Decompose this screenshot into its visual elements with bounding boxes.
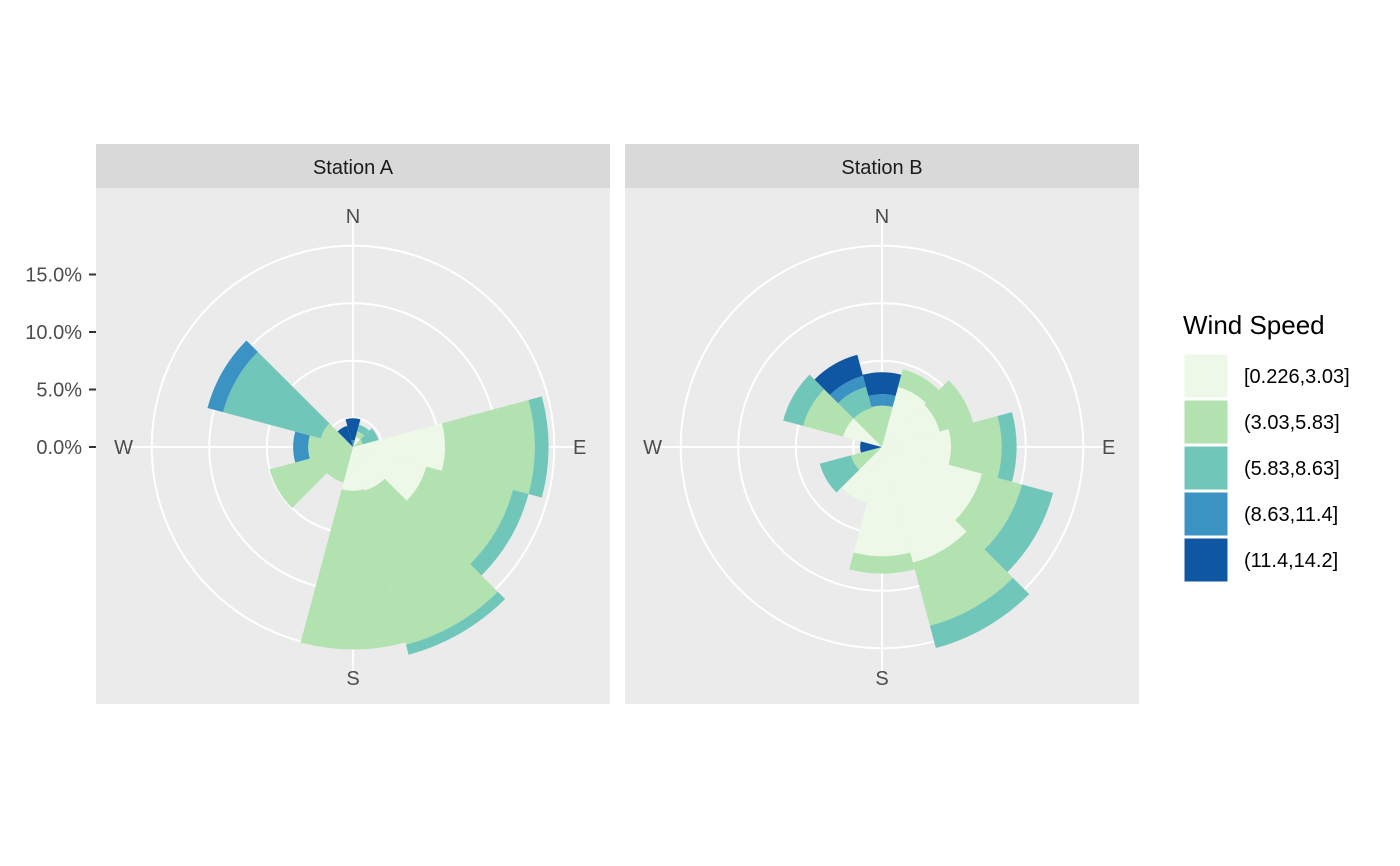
bar-station-a-dir90-bin0 (353, 423, 446, 471)
radial-axis: 0.0% 5.0% 10.0% 15.0% (25, 265, 96, 459)
bar-station-b-dir90-bin1 (948, 416, 1002, 478)
bars-station-a (207, 340, 549, 655)
bar-station-a-dir150-bin0 (353, 447, 385, 491)
bar-station-b-dir90-bin0 (882, 429, 952, 465)
bar-station-a-dir0-bin3 (351, 440, 355, 447)
direction-label-station-b-e: E (1102, 437, 1115, 459)
bar-station-a-dir120-bin0 (353, 447, 427, 501)
bar-station-b-dir240-bin1 (850, 447, 882, 470)
legend: Wind Speed [0.226,3.03] (3.03,5.83] (5.83,… (1183, 310, 1350, 583)
direction-label-station-a-n: N (346, 206, 360, 228)
legend-items: [0.226,3.03] (3.03,5.83] (5.83,8.63] (8.63,… (1183, 353, 1350, 583)
bar-station-b-dir330-bin1 (853, 408, 882, 447)
legend-key-2 (1183, 445, 1229, 491)
bar-station-a-dir90-bin1 (441, 399, 535, 495)
bar-station-b-dir300-bin2 (783, 374, 825, 426)
bar-station-b-dir240-bin2 (819, 455, 860, 493)
bar-station-b-dir120-bin0 (882, 447, 982, 521)
bar-station-a-dir120-bin2 (470, 489, 529, 576)
bar-station-a-dir300-bin3 (207, 340, 258, 413)
direction-labels-station-a: N E S W (114, 206, 586, 690)
bar-station-b-dir210-bin0 (841, 447, 882, 503)
ytick-label-1: 5.0% (36, 380, 82, 402)
bar-station-a-dir0-bin4 (345, 418, 361, 441)
bar-station-a-dir30-bin0 (353, 437, 361, 447)
direction-label-station-b-s: S (875, 668, 888, 690)
strip-station-a (96, 144, 610, 188)
legend-label-3: (8.63,11.4] (1244, 504, 1338, 526)
direction-label-station-b-w: W (643, 437, 662, 459)
bar-station-b-dir330-bin2 (838, 387, 872, 419)
bar-station-b-dir270-bin4 (860, 441, 882, 453)
legend-key-0 (1183, 353, 1229, 399)
bar-station-b-dir150-bin2 (929, 577, 1030, 649)
bar-station-b-dir180-bin0 (853, 447, 911, 557)
ytick-label-0: 0.0% (36, 437, 82, 459)
bar-station-a-dir60-bin1 (353, 439, 363, 447)
bar-station-a-dir210-bin1 (326, 447, 353, 483)
bar-station-a-dir90-bin2 (528, 396, 549, 498)
bar-station-a-dir150-bin2 (405, 591, 506, 655)
bar-station-b-dir300-bin0 (843, 418, 882, 447)
bar-station-a-dir270-bin3 (293, 431, 310, 463)
bar-station-a-dir240-bin1 (269, 447, 353, 508)
legend-title: Wind Speed (1183, 310, 1325, 340)
bar-station-b-dir150-bin0 (882, 447, 967, 563)
bar-station-b-dir0-bin3 (868, 394, 896, 408)
panel-station-a: Station A N E S W (96, 144, 610, 704)
direction-label-station-a-e: E (573, 437, 586, 459)
bar-station-b-dir30-bin0 (882, 387, 926, 447)
legend-key-1 (1183, 399, 1229, 445)
bar-station-a-dir180-bin0 (341, 447, 365, 491)
legend-label-0: [0.226,3.03] (1244, 366, 1350, 388)
bar-station-a-dir60-bin2 (360, 428, 379, 445)
direction-label-station-a-w: W (114, 437, 133, 459)
legend-key-4 (1183, 537, 1229, 583)
legend-label-1: (3.03,5.83] (1244, 412, 1340, 434)
bar-station-b-dir60-bin0 (882, 404, 940, 447)
bar-station-b-dir300-bin1 (803, 389, 854, 437)
ytick-label-2: 10.0% (25, 322, 82, 344)
bar-station-b-dir330-bin3 (829, 375, 866, 404)
bar-station-a-dir330-bin4 (337, 425, 353, 447)
bar-station-b-dir120-bin1 (955, 473, 1022, 550)
panel-station-b: Station B N E S W (625, 144, 1139, 704)
bar-station-a-dir300-bin2 (223, 351, 330, 439)
bar-station-a-dir300-bin1 (320, 423, 353, 447)
bar-station-b-dir150-bin1 (912, 531, 1013, 626)
bar-station-b-dir330-bin4 (814, 354, 863, 395)
direction-labels-station-b: N E S W (643, 206, 1115, 690)
ytick-label-3: 15.0% (25, 265, 82, 287)
bar-station-a-dir270-bin1 (308, 435, 353, 459)
bar-station-b-dir120-bin2 (984, 484, 1054, 573)
strip-label-station-b: Station B (841, 157, 922, 179)
bar-station-b-dir0-bin4 (862, 372, 902, 396)
strip-station-b (625, 144, 1139, 188)
bar-station-a-dir180-bin1 (300, 489, 406, 650)
bar-station-a-dir150-bin1 (364, 478, 498, 645)
bar-station-b-dir90-bin2 (997, 412, 1017, 482)
bar-station-a-dir30-bin1 (355, 431, 365, 440)
bar-station-a-dir120-bin1 (406, 466, 513, 565)
legend-label-2: (5.83,8.63] (1244, 458, 1340, 480)
bar-station-a-dir30-bin2 (357, 424, 370, 436)
strip-label-station-a: Station A (313, 157, 394, 179)
direction-label-station-a-s: S (346, 668, 359, 690)
direction-label-station-b-n: N (875, 206, 889, 228)
bars-station-b (783, 354, 1054, 649)
bar-station-b-dir30-bin1 (898, 369, 939, 404)
bar-station-b-dir60-bin1 (924, 380, 974, 432)
legend-label-4: (11.4,14.2] (1244, 550, 1338, 572)
legend-key-3 (1183, 491, 1229, 537)
bar-station-b-dir180-bin1 (849, 552, 915, 574)
bar-station-b-dir0-bin1 (871, 405, 893, 447)
